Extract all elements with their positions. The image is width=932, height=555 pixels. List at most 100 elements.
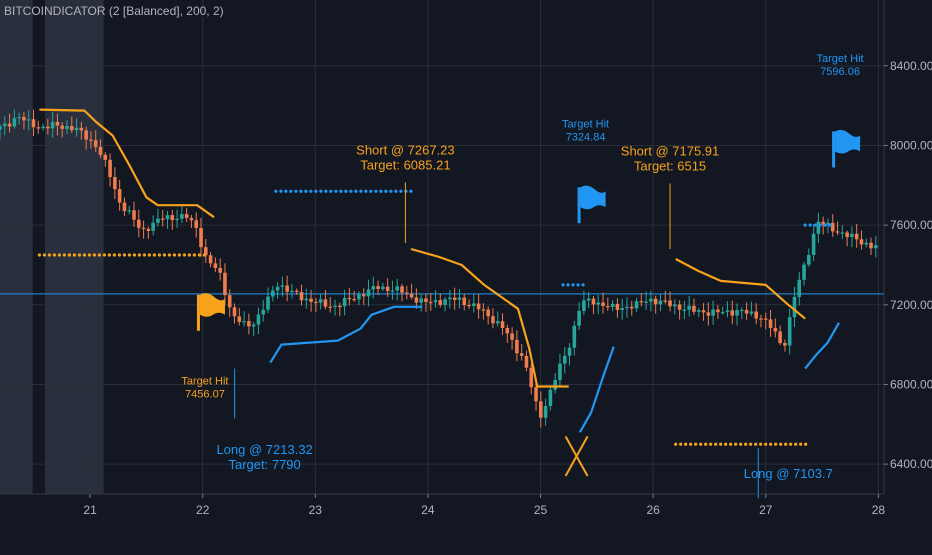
signal-label-long-3: Long @ 7103.7 — [744, 466, 833, 481]
target-dot — [409, 189, 413, 193]
candle-body — [113, 176, 117, 190]
candle-body — [625, 306, 629, 309]
candles — [0, 109, 878, 428]
indicator-legend[interactable]: BITCOINDICATOR (2 [Balanced], 200, 2) — [4, 4, 224, 18]
candle-body — [807, 254, 811, 265]
candle-body — [792, 296, 797, 318]
candle-body — [93, 140, 98, 147]
candle-body — [146, 228, 151, 231]
target-dot — [339, 189, 343, 193]
target-dot — [394, 189, 398, 193]
target-dot — [152, 253, 157, 257]
candle-body — [562, 355, 567, 364]
target-dot — [823, 223, 827, 227]
target-hit-flag-2 — [832, 129, 861, 168]
candle-body — [256, 314, 261, 325]
target-hit-flag-1-pole — [577, 187, 581, 224]
candle-body — [830, 222, 835, 232]
target-dot — [799, 442, 803, 446]
target-dot — [571, 283, 575, 287]
target-dot — [384, 189, 388, 193]
x-tick-label-0: 21 — [83, 503, 97, 517]
candle-body — [701, 310, 706, 313]
candle-body — [754, 311, 758, 319]
target-dot — [82, 253, 87, 257]
target-hit-flag-1-cloth — [580, 185, 606, 210]
candle-body — [572, 325, 577, 348]
dotted-target-line-1 — [274, 189, 413, 193]
candle-body — [275, 286, 280, 291]
candle-body — [395, 286, 400, 291]
signal-label-short-1-line-0: Short @ 7267.23 — [356, 142, 454, 157]
target-dot — [581, 283, 585, 287]
candle-body — [89, 139, 93, 141]
candle-body — [763, 318, 768, 320]
signal-label-long-0: Long @ 7213.32 Target: 7790 — [216, 442, 312, 472]
candle-body — [495, 321, 500, 324]
target-dot — [734, 442, 738, 446]
candle-body — [36, 127, 41, 129]
candle-body — [338, 305, 342, 308]
candle-body — [615, 303, 620, 310]
candle-body — [548, 389, 553, 407]
candle-body — [333, 305, 337, 308]
stop-line-long-3 — [578, 346, 615, 433]
candle-body — [318, 299, 323, 303]
candle-body — [323, 299, 328, 307]
candle-body — [237, 316, 242, 322]
target-dot — [97, 253, 102, 257]
x-tick-label-2: 23 — [309, 503, 323, 517]
target-dot — [107, 253, 112, 257]
target-hit-label-0-line-0: Target Hit — [181, 375, 228, 387]
target-dot — [42, 253, 47, 257]
target-dot — [364, 189, 368, 193]
candle-body — [744, 309, 749, 314]
candle-body — [438, 300, 443, 305]
shaded-session-1 — [45, 0, 104, 494]
target-hit-label-1: Target Hit 7324.84 — [562, 119, 609, 144]
target-dot — [754, 442, 758, 446]
target-dot — [62, 253, 67, 257]
candle-body — [543, 406, 548, 418]
candle-body — [673, 304, 677, 307]
candle-body — [60, 125, 65, 129]
candle-body — [845, 232, 849, 238]
candle-body — [117, 189, 122, 203]
target-dot — [67, 253, 72, 257]
signal-markers — [196, 129, 861, 499]
target-dot — [202, 253, 207, 257]
target-dot — [324, 189, 328, 193]
target-hit-label-1-line-0: Target Hit — [562, 119, 609, 131]
target-dot — [764, 442, 768, 446]
candle-body — [519, 353, 524, 356]
target-dot — [369, 189, 373, 193]
signal-label-long-0-line-1: Target: 7790 — [228, 457, 300, 472]
dotted-target-line-4 — [803, 223, 832, 227]
target-dot — [719, 442, 723, 446]
target-dot — [359, 189, 363, 193]
target-dot — [314, 189, 318, 193]
candle-body — [381, 286, 385, 289]
target-hit-flag-2-pole — [832, 131, 836, 168]
candle-body — [218, 267, 222, 273]
candle-body — [424, 298, 428, 302]
candle-body — [448, 297, 452, 300]
target-dot — [759, 442, 763, 446]
x-tick-label-1: 22 — [196, 503, 210, 517]
target-dot — [304, 189, 308, 193]
target-hit-label-1-line-1: 7324.84 — [566, 132, 606, 144]
candle-body — [462, 297, 467, 306]
dotted-target-line-0 — [37, 253, 207, 257]
target-dot — [566, 283, 570, 287]
target-dot — [808, 223, 812, 227]
candle-body — [414, 297, 419, 303]
candle-body — [716, 309, 720, 313]
candle-body — [859, 239, 864, 245]
signal-label-short-2-line-1: Target: 6515 — [634, 158, 706, 173]
dotted-target-line-2 — [561, 283, 585, 287]
target-dot — [72, 253, 77, 257]
candle-body — [869, 242, 873, 249]
candle-body — [591, 298, 596, 305]
candle-body — [357, 294, 361, 300]
